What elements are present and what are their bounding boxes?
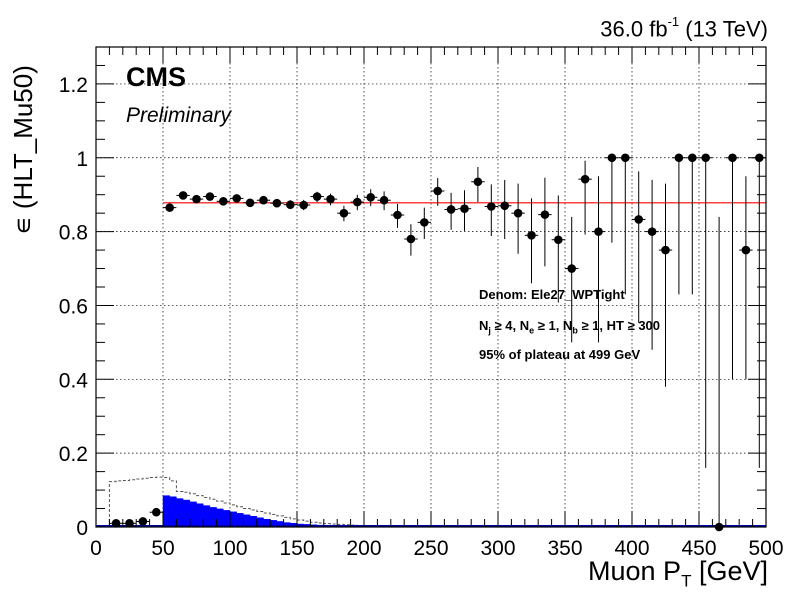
y-tick-label: 0.6 [59,295,88,318]
histogram-denominator [108,476,498,528]
data-point [728,153,737,163]
y-tick-label: 0 [76,517,88,540]
data-point [312,192,322,201]
data-point [125,519,134,528]
annotation-denominator: Denom: Ele27_WPTight [479,287,625,302]
data-point [607,153,617,163]
x-tick-label: 500 [748,537,783,560]
x-tick-label: 150 [279,537,314,560]
y-tick-label: 0.4 [59,369,89,392]
data-point [634,215,643,224]
annotation-selection: Nj ≥ 4, Ne ≥ 1, Nb ≥ 1, HT ≥ 300 [479,318,661,336]
data-point [621,153,630,163]
data-point [554,235,563,245]
data-point [406,234,416,244]
data-point [661,245,670,255]
data-point [245,198,255,208]
data-point [138,517,148,526]
data-point [567,264,576,273]
luminosity-label: 36.0 fb-1 (13 TeV) [600,14,768,42]
data-point [540,210,550,219]
lumi-exponent: -1 [667,14,680,29]
x-axis-label: Muon PT [GeV] [588,556,768,591]
data-point [487,202,496,211]
x-tick-label: 100 [212,537,247,560]
data-point [701,153,710,163]
data-point [473,177,483,187]
status-label: Preliminary [126,104,232,127]
energy-label: (13 TeV) [685,16,768,42]
data-point [259,195,268,205]
x-tick-label: 50 [151,537,174,560]
data-point [379,195,389,205]
y-tick-label: 1 [76,148,88,171]
x-tick-label: 450 [681,537,716,560]
data-point [111,519,121,528]
data-point [527,231,536,240]
y-tick-label: 1.2 [59,74,88,97]
data-point [433,186,443,196]
data-point [647,227,657,236]
data-point [326,194,335,204]
data-point [219,197,228,206]
grid-lines [96,47,766,527]
data-point [594,227,603,236]
experiment-label: CMS [126,62,186,92]
data-point [178,191,188,200]
data-point [339,208,349,218]
data-point [192,194,201,204]
data-point [580,174,590,184]
x-tick-label: 250 [413,537,448,560]
data-point [232,194,241,203]
y-tick-label: 0.8 [59,222,88,245]
data-point [500,201,510,211]
data-points [109,153,766,532]
x-tick-label: 300 [480,537,515,560]
data-point [205,192,215,201]
x-tick-label: 0 [90,537,102,560]
data-point [366,192,376,202]
data-point [393,210,402,220]
annotation-plateau: 95% of plateau at 499 GeV [479,347,641,362]
data-point [272,198,282,208]
y-axis-label: ∊ (HLT_Mu50) [8,65,38,235]
data-point [165,203,174,212]
y-tick-label: 0.2 [59,443,88,466]
histogram-numerator [162,495,767,528]
data-point [741,245,751,255]
axis-ticks [95,46,767,528]
data-point [353,197,362,207]
data-point [420,218,429,227]
lumi-value: 36.0 fb [600,16,668,42]
x-tick-label: 350 [547,537,582,560]
data-point [286,200,295,209]
tick-labels: 0 50 100 150 200 250 300 350 400 450 500 0 0.2 0.4 0.6… [59,74,784,560]
x-tick-label: 400 [614,537,649,560]
data-point [674,153,684,163]
data-point [688,153,697,163]
data-point [446,205,456,214]
x-tick-label: 200 [346,537,381,560]
data-point [513,208,523,218]
data-point [152,507,161,517]
data-point [460,204,469,214]
data-point [299,200,309,210]
